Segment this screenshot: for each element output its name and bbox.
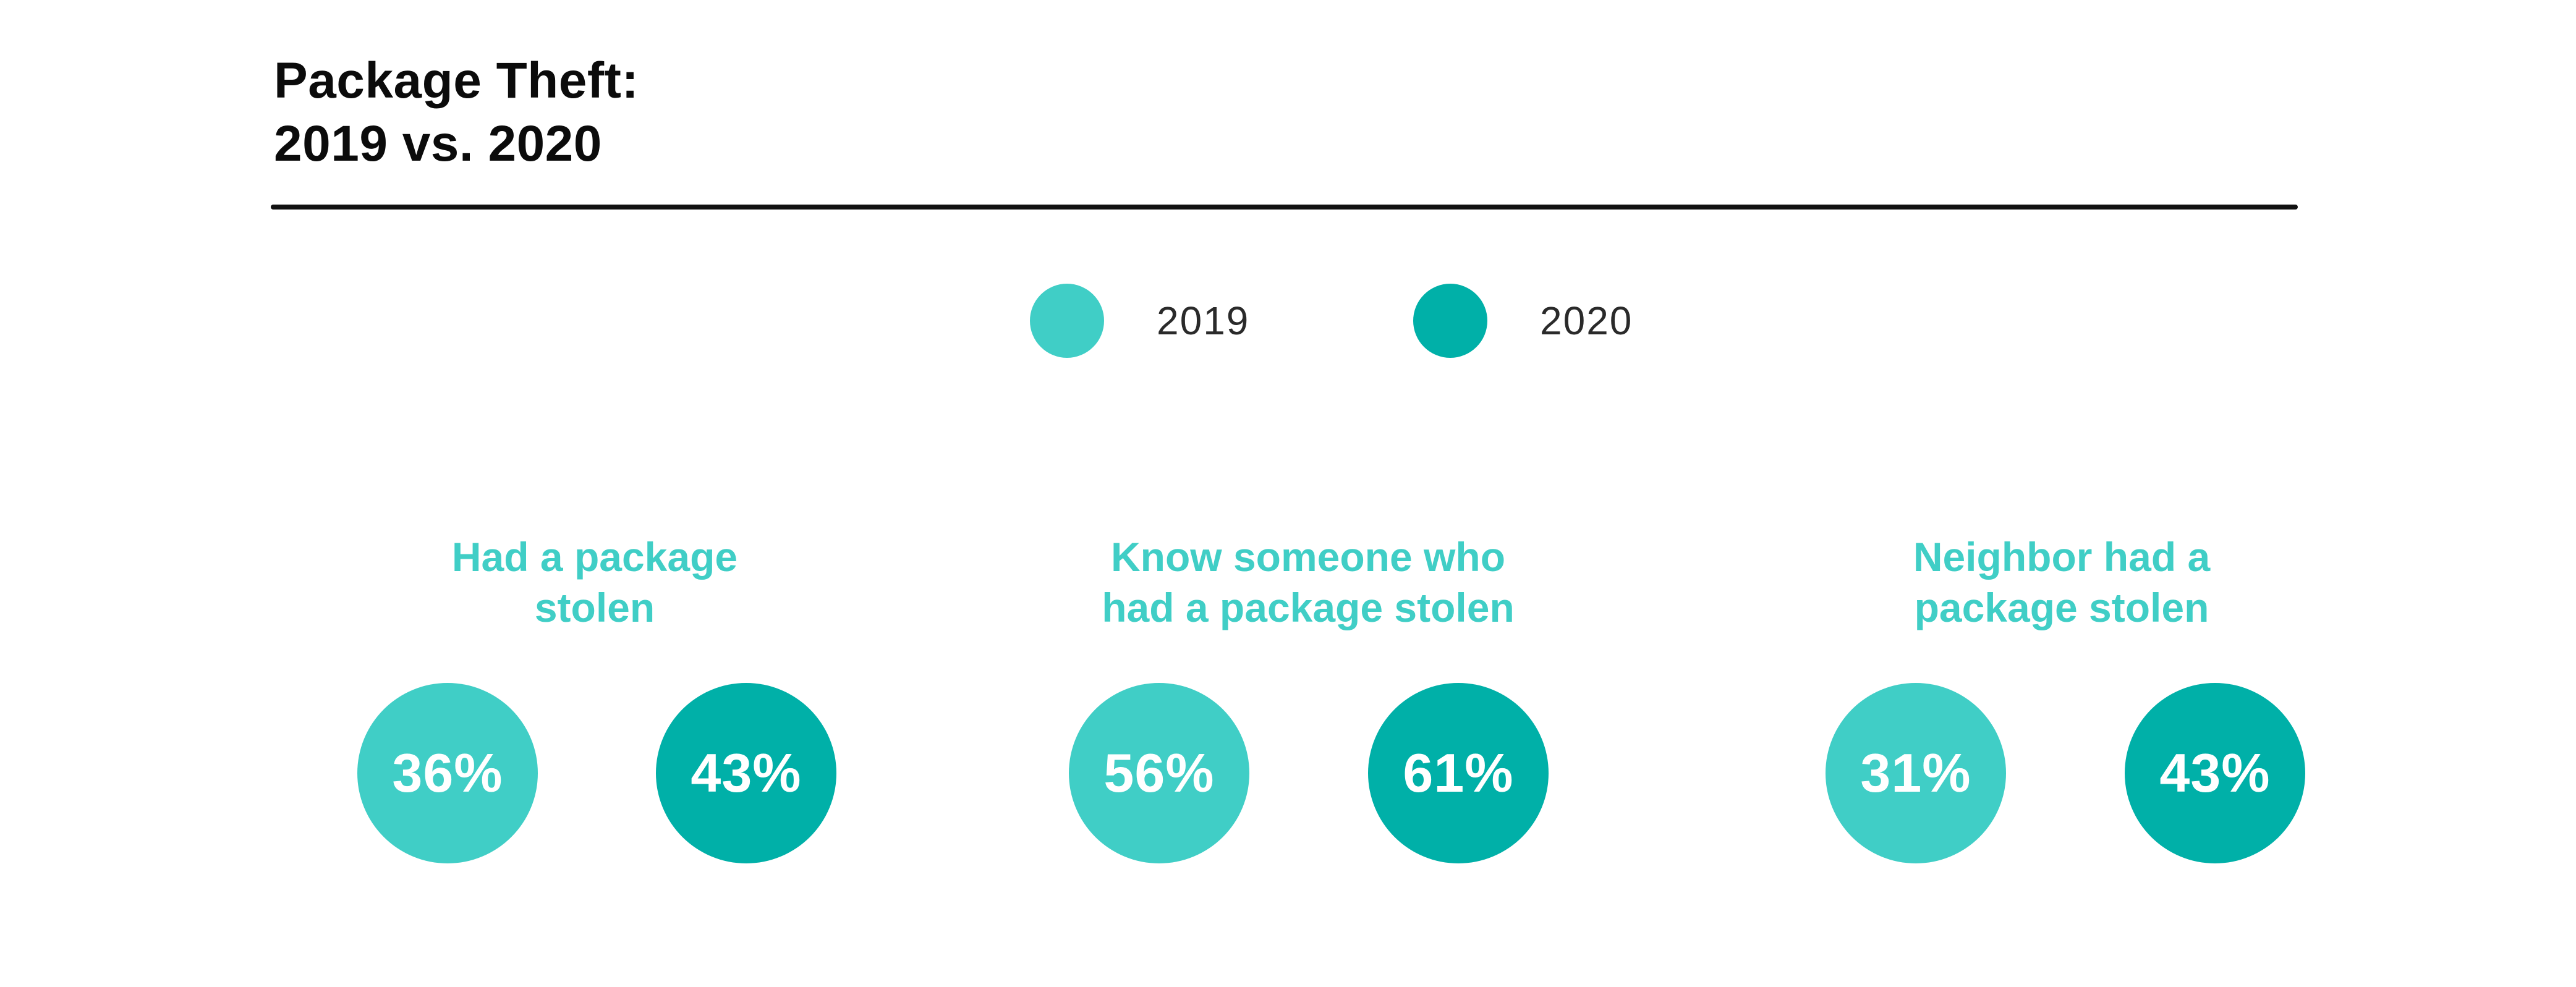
legend-label-2020: 2020 [1540, 299, 1633, 343]
category-label-line: Neighbor had a [1913, 534, 2211, 580]
bubble-2020-know-someone: 61% [1368, 683, 1549, 863]
category-label-know-someone: Know someone who had a package stolen [1030, 532, 1586, 633]
legend-item-2020: 2020 [1413, 284, 1633, 358]
chart-title-line-1: Package Theft: [274, 53, 639, 109]
chart-title-line-2: 2019 vs. 2020 [274, 116, 602, 172]
legend-swatch-2020 [1413, 284, 1487, 358]
legend-item-2019: 2019 [1030, 284, 1249, 358]
category-label-neighbor: Neighbor had a package stolen [1783, 532, 2340, 633]
title-divider [271, 205, 2298, 210]
category-label-line: had a package stolen [1102, 585, 1515, 630]
bubble-2019-know-someone: 56% [1069, 683, 1249, 863]
bubble-2019-had-package-stolen: 36% [357, 683, 538, 863]
category-label-line: Know someone who [1110, 534, 1506, 580]
legend-swatch-2019 [1030, 284, 1104, 358]
category-label-line: Had a package [451, 534, 738, 580]
legend-label-2019: 2019 [1157, 299, 1250, 343]
category-label-line: stolen [534, 585, 655, 630]
bubble-2020-had-package-stolen: 43% [656, 683, 836, 863]
bubble-2019-neighbor: 31% [1826, 683, 2006, 863]
category-label-line: package stolen [1914, 585, 2209, 630]
chart-title: Package Theft: 2019 vs. 2020 [274, 49, 639, 176]
category-label-had-package-stolen: Had a package stolen [317, 532, 873, 633]
bubble-2020-neighbor: 43% [2125, 683, 2305, 863]
